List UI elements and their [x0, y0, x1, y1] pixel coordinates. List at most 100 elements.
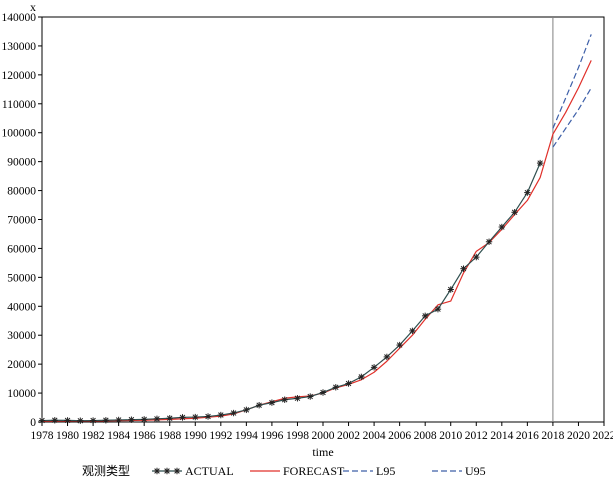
x-tick-label: 1982 [82, 430, 105, 442]
series-layer [38, 34, 592, 424]
data-point-actual [268, 399, 276, 406]
y-tick-label: 0 [30, 417, 36, 429]
legend-label-forecast: FORECAST [283, 464, 345, 478]
data-point-actual [473, 253, 480, 261]
data-point-actual [166, 415, 173, 422]
data-point-actual [536, 159, 544, 167]
series-line-u95 [552, 34, 592, 129]
data-point-actual [345, 380, 352, 387]
data-point-actual [396, 341, 403, 349]
data-point-actual [421, 312, 429, 320]
data-point-actual [358, 373, 365, 381]
x-tick-label: 2002 [337, 430, 360, 442]
series-line-l95 [552, 87, 592, 148]
x-tick-label: 2004 [363, 430, 386, 442]
data-point-actual [179, 414, 186, 421]
legend-marker-actual [153, 467, 161, 475]
x-tick-label: 1994 [235, 430, 258, 442]
x-tick-label: 2008 [414, 430, 437, 442]
x-tick-label: 2014 [490, 430, 513, 442]
y-tick-label: 110000 [2, 99, 36, 111]
data-point-actual [511, 209, 518, 216]
plot-border [41, 16, 605, 423]
data-point-actual [434, 305, 442, 313]
y-tick-label: 50000 [7, 272, 36, 284]
data-point-actual [370, 364, 378, 371]
legend-item-forecast: FORECAST [250, 464, 345, 478]
data-point-actual [77, 417, 84, 424]
legend: 观测类型 ACTUAL FORECAST L95 U95 [82, 464, 486, 478]
x-tick-label: 2010 [439, 430, 462, 442]
legend-item-l95: L95 [343, 464, 395, 478]
legend-label-actual: ACTUAL [185, 464, 234, 478]
x-axis-title: time [312, 445, 333, 459]
legend-title: 观测类型 [82, 464, 130, 478]
series-line-forecast [41, 60, 592, 422]
y-tick-label: 130000 [2, 41, 37, 53]
series-line-actual [41, 162, 541, 422]
legend-item-u95: U95 [432, 464, 486, 478]
data-point-actual [243, 406, 250, 414]
x-tick-label: 1980 [56, 430, 79, 442]
data-point-actual [498, 223, 506, 231]
y-tick-label: 20000 [7, 359, 36, 371]
y-axis: 0 10000 20000 30000 40000 50000 60000 70000 8000… [2, 12, 42, 429]
y-tick-label: 70000 [7, 215, 36, 227]
data-point-actual [319, 389, 327, 396]
legend-label-u95: U95 [465, 464, 486, 478]
y-tick-label: 140000 [2, 12, 37, 24]
data-point-actual [409, 327, 416, 335]
data-point-actual [64, 417, 71, 424]
data-point-actual [217, 411, 225, 419]
x-tick-label: 1990 [184, 430, 207, 442]
x-tick-label: 1992 [209, 430, 232, 442]
data-point-actual [230, 409, 237, 417]
x-axis: 1978 1980 1982 1984 1986 1988 1990 1992 1994 1996… [31, 422, 613, 442]
x-tick-label: 2006 [388, 430, 411, 442]
data-point-actual [204, 413, 212, 420]
x-tick-label: 2020 [567, 430, 590, 442]
data-point-actual [51, 417, 58, 424]
x-tick-label: 1988 [158, 430, 181, 442]
data-point-actual [128, 416, 135, 423]
y-tick-label: 90000 [7, 157, 36, 169]
x-tick-label: 1986 [133, 430, 156, 442]
x-tick-label: 1996 [260, 430, 283, 442]
data-point-actual [192, 413, 199, 421]
legend-item-actual: ACTUAL [152, 464, 234, 478]
y-tick-label: 10000 [7, 388, 36, 400]
data-point-actual [140, 416, 148, 423]
x-tick-label: 2012 [465, 430, 488, 442]
legend-marker-actual [173, 467, 181, 475]
data-point-actual [307, 393, 314, 400]
y-tick-label: 100000 [2, 128, 37, 140]
y-axis-title: x [30, 0, 36, 14]
legend-label-l95: L95 [376, 464, 395, 478]
x-tick-label: 2022 [593, 430, 613, 442]
x-tick-label: 2016 [516, 430, 539, 442]
data-point-actual [485, 238, 493, 245]
y-tick-label: 120000 [2, 70, 37, 82]
data-point-actual [102, 417, 110, 424]
x-tick-label: 1978 [31, 430, 54, 442]
y-tick-label: 60000 [7, 243, 36, 255]
data-point-actual [294, 395, 301, 402]
data-point-actual [153, 415, 161, 423]
data-point-actual [460, 265, 467, 272]
x-tick-label: 2018 [541, 430, 564, 442]
x-tick-label: 2000 [312, 430, 335, 442]
y-tick-label: 30000 [7, 330, 36, 342]
y-tick-label: 80000 [7, 186, 36, 198]
x-tick-label: 1998 [286, 430, 309, 442]
y-tick-label: 40000 [7, 301, 36, 313]
data-point-actual [332, 384, 339, 391]
data-point-actual [383, 353, 391, 361]
legend-marker-actual [163, 467, 171, 475]
data-point-actual [524, 189, 531, 196]
data-point-actual [281, 396, 288, 403]
data-point-actual [255, 402, 263, 409]
plot-area [41, 16, 605, 423]
x-tick-label: 1984 [107, 430, 130, 442]
data-point-actual [447, 286, 454, 293]
